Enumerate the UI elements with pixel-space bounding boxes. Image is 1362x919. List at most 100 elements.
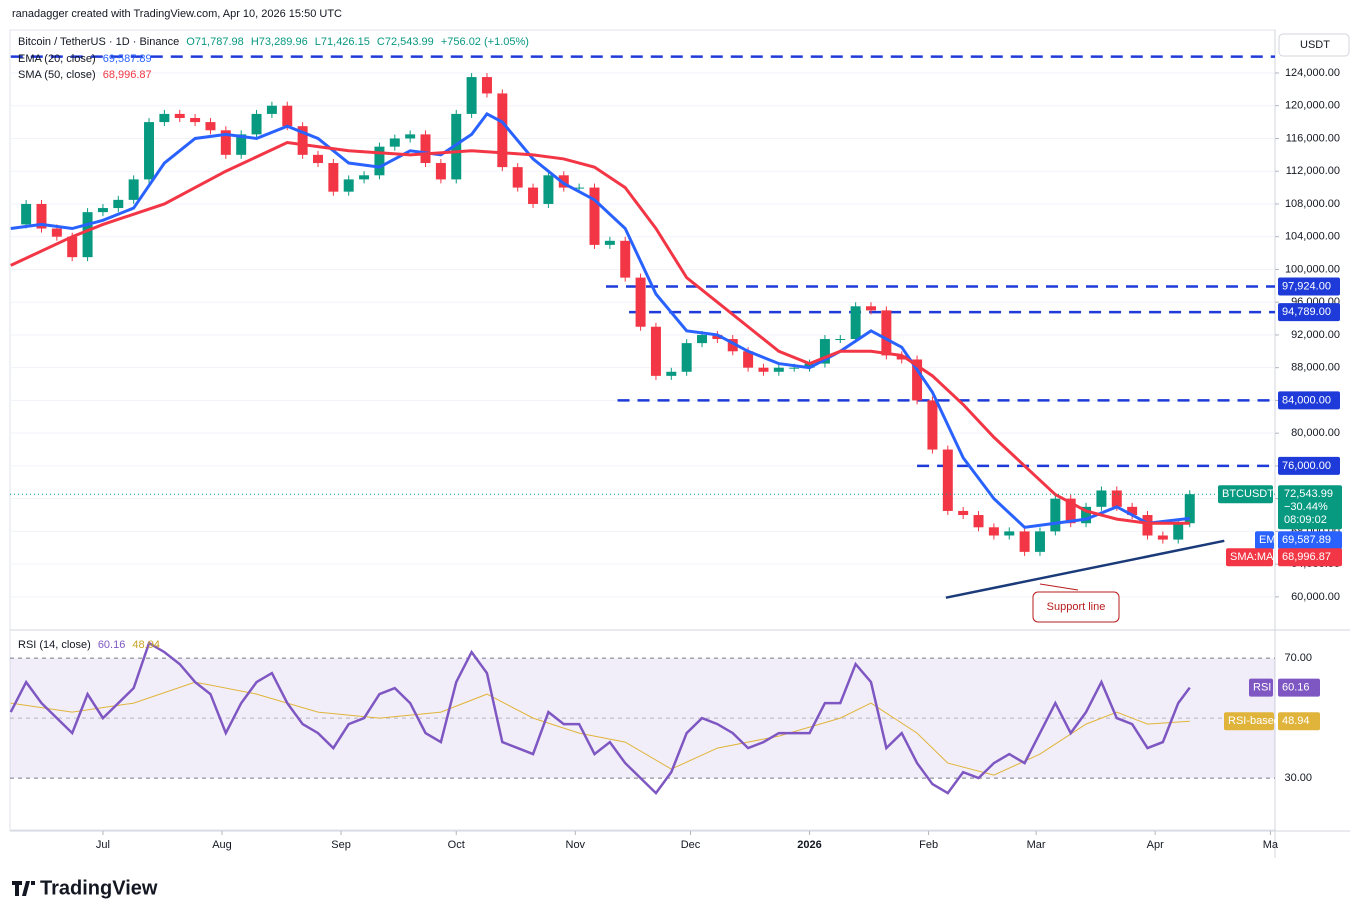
x-tick-label: Nov xyxy=(566,839,586,851)
rsi-name-badge-bg xyxy=(1224,712,1274,731)
change: +756.02 (+1.05%) xyxy=(440,36,529,48)
candle xyxy=(266,105,277,114)
candle xyxy=(912,359,923,401)
attribution: ranadagger created with TradingView.com,… xyxy=(12,8,342,20)
chart-frame xyxy=(9,29,1276,831)
ma-name-badge-bg xyxy=(1255,531,1274,550)
candle xyxy=(389,138,400,147)
candle xyxy=(697,334,708,344)
y-tick-label: 88,000.00 xyxy=(1291,362,1340,374)
candle xyxy=(727,339,738,352)
candle xyxy=(528,187,539,204)
candle xyxy=(958,510,969,516)
candle xyxy=(1034,531,1045,552)
y-tick-label: 116,000.00 xyxy=(1286,132,1340,144)
candle xyxy=(405,134,416,139)
ma-name-badge: SMA:MA xyxy=(1230,551,1274,563)
candle xyxy=(558,175,569,188)
x-tick-label: Mar xyxy=(1027,839,1046,851)
rsi-value-badge: 48.94 xyxy=(1282,715,1310,727)
candle xyxy=(420,134,431,164)
candle xyxy=(896,355,907,360)
ema-name: EMA (20, close) xyxy=(18,53,96,65)
level-label: 84,000.00 xyxy=(1282,394,1331,406)
candle xyxy=(497,93,508,168)
symbol: Bitcoin / TetherUS · 1D · Binance xyxy=(18,36,180,48)
candle xyxy=(282,105,293,127)
currency: USDT xyxy=(1300,39,1330,51)
candle xyxy=(343,179,354,192)
candle xyxy=(36,203,47,229)
x-tick-label: 2026 xyxy=(797,839,821,851)
level-label-bg xyxy=(1278,456,1340,475)
rsi-value: 60.16 xyxy=(97,639,126,651)
candle xyxy=(21,203,32,225)
candle xyxy=(159,113,170,123)
candle xyxy=(1184,494,1195,524)
x-tick-label: Sep xyxy=(331,839,351,851)
support-label-box xyxy=(1032,591,1120,623)
ma-value-badge: 68,996.87 xyxy=(1282,551,1331,563)
candle xyxy=(881,310,892,356)
candle xyxy=(451,113,462,180)
currency-button[interactable] xyxy=(1278,33,1350,57)
level-label-bg xyxy=(1278,391,1340,410)
candle xyxy=(220,130,231,155)
candle xyxy=(1065,498,1076,524)
ma-value-badge-bg xyxy=(1278,531,1342,550)
price-label: 72,543.99 xyxy=(1284,488,1333,500)
support-label: Support line xyxy=(1047,601,1106,613)
candle xyxy=(604,240,615,245)
candle xyxy=(789,367,800,369)
candle xyxy=(1173,523,1184,540)
symbol-legend: Bitcoin / TetherUS · 1D · Binance O71,78… xyxy=(18,36,533,48)
symbol-badge: BTCUSDT xyxy=(1222,488,1274,500)
x-tick-label: Ma xyxy=(1263,839,1279,851)
y-tick-label: 104,000.00 xyxy=(1285,231,1340,243)
logo: TradingView xyxy=(12,877,158,899)
rsi-ma-value: 48.94 xyxy=(132,639,160,651)
x-tick-label: Feb xyxy=(919,839,938,851)
candle xyxy=(804,363,815,368)
rsi-line xyxy=(9,641,1191,796)
rsi-value-badge: 60.16 xyxy=(1282,682,1310,694)
candle xyxy=(942,449,953,511)
candle xyxy=(435,163,446,180)
sma-value: 68,996.87 xyxy=(102,69,152,81)
support-line xyxy=(945,539,1225,599)
rsi-value-badge-bg xyxy=(1278,678,1320,697)
candle xyxy=(297,126,308,155)
candle xyxy=(1019,531,1030,552)
candle xyxy=(927,400,938,450)
candle xyxy=(650,326,661,376)
candle xyxy=(620,240,631,278)
candle xyxy=(1127,506,1138,516)
x-tick-label: Apr xyxy=(1147,839,1164,851)
open: O71,787.98 xyxy=(186,36,244,48)
x-tick-label: Jul xyxy=(96,839,110,851)
candle xyxy=(313,154,323,164)
ema-line xyxy=(10,111,1190,529)
ma-value-badge: 69,587.89 xyxy=(1282,534,1331,546)
candle xyxy=(1096,490,1107,507)
low: L71,426.15 xyxy=(314,36,370,48)
ema-value: 69,587.89 xyxy=(102,53,152,65)
candle xyxy=(1111,490,1122,507)
rsi-value-badge-bg xyxy=(1278,712,1320,731)
y-tick-label: 30.00 xyxy=(1284,772,1312,784)
candle xyxy=(144,122,155,180)
candle xyxy=(113,199,124,209)
candle xyxy=(850,306,861,340)
logo-text: TradingView xyxy=(40,877,158,899)
x-tick-label: Aug xyxy=(212,839,232,851)
candle xyxy=(712,334,723,340)
sma-legend: SMA (50, close) 68,996.87 xyxy=(18,69,156,81)
y-tick-label: 70.00 xyxy=(1284,652,1312,664)
candle xyxy=(681,343,692,372)
y-tick-label: 92,000.00 xyxy=(1291,329,1340,341)
candle xyxy=(1142,515,1153,536)
candle xyxy=(374,146,385,176)
candle xyxy=(635,277,646,327)
